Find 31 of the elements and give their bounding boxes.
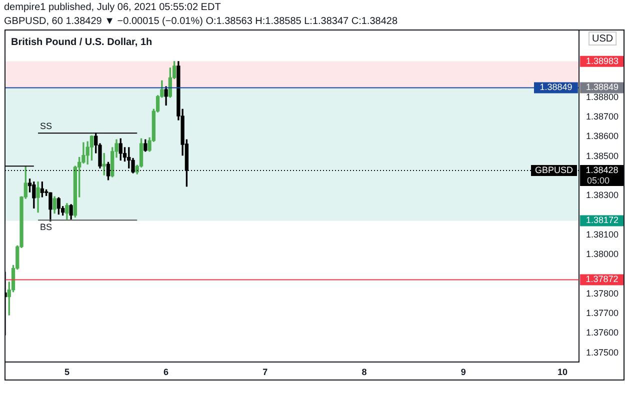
- x-tick-label: 8: [362, 366, 367, 377]
- series-label: SS: [40, 121, 52, 132]
- x-tick-label: 6: [164, 366, 169, 377]
- x-tick-label: 10: [557, 366, 568, 377]
- x-tick-label: 5: [64, 366, 70, 377]
- y-tick-label: 1.38500: [586, 150, 619, 161]
- y-tick-label: 1.37800: [586, 288, 619, 298]
- y-tick-label: 1.38849: [586, 82, 619, 92]
- y-tick-label: 1.38700: [586, 112, 619, 122]
- y-tick-label: 1.38983: [586, 56, 619, 66]
- text: USD: [592, 33, 614, 44]
- x-tick-label: 9: [460, 366, 466, 377]
- y-tick-label: 1.37700: [586, 308, 619, 318]
- ref-line-label: 1.38428: [586, 164, 618, 175]
- chart-subtitle: GBPUSD, 60 1.38429 ▼ −0.00015 (−0.01%) O:1.38563 H:1.38585 L:1.38347 C:1.38428: [4, 16, 398, 27]
- annotation: GBPUSD: [534, 164, 574, 175]
- y-tick-label: 1.38000: [586, 249, 619, 260]
- x-tick-label: 7: [262, 366, 268, 377]
- y-tick-label: 1.38172: [586, 215, 619, 226]
- ref-line-label: 1.38849: [540, 82, 572, 92]
- text: 05:00: [587, 175, 610, 186]
- y-tick-label: 1.38300: [586, 190, 619, 200]
- annotation: British Pound / U.S. Dollar, 1h: [11, 36, 152, 48]
- y-tick-label: 1.37600: [586, 328, 619, 338]
- chart-title: dempire1 published, July 06, 2021 05:55:02 EDT: [4, 2, 221, 13]
- series-label: BS: [40, 222, 52, 232]
- ref-line-label: 1.37872: [586, 274, 618, 284]
- y-tick-label: 1.37500: [586, 347, 619, 358]
- y-tick-label: 1.38600: [586, 131, 619, 142]
- y-tick-label: 1.38100: [586, 229, 619, 240]
- y-tick-label: 1.38800: [586, 92, 619, 102]
